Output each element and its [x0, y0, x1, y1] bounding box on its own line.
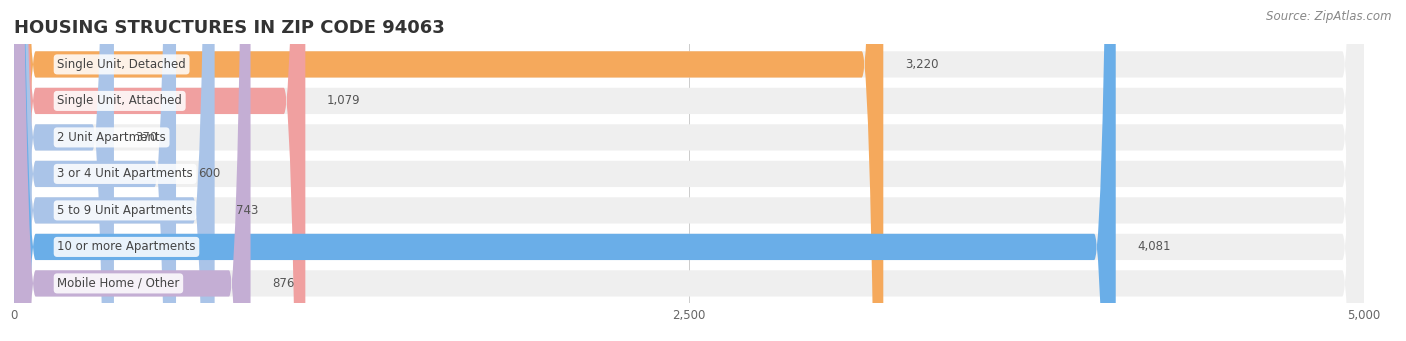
FancyBboxPatch shape [14, 0, 114, 341]
Text: 10 or more Apartments: 10 or more Apartments [58, 240, 195, 253]
Text: HOUSING STRUCTURES IN ZIP CODE 94063: HOUSING STRUCTURES IN ZIP CODE 94063 [14, 19, 444, 37]
Text: 4,081: 4,081 [1137, 240, 1171, 253]
Text: 600: 600 [198, 167, 219, 180]
FancyBboxPatch shape [14, 0, 1364, 341]
Text: 3 or 4 Unit Apartments: 3 or 4 Unit Apartments [58, 167, 193, 180]
FancyBboxPatch shape [14, 0, 883, 341]
Text: Single Unit, Attached: Single Unit, Attached [58, 94, 183, 107]
FancyBboxPatch shape [14, 0, 1364, 341]
Text: 743: 743 [236, 204, 259, 217]
Text: 1,079: 1,079 [328, 94, 360, 107]
Text: 5 to 9 Unit Apartments: 5 to 9 Unit Apartments [58, 204, 193, 217]
FancyBboxPatch shape [14, 0, 1364, 341]
Text: 876: 876 [273, 277, 294, 290]
FancyBboxPatch shape [14, 0, 1364, 341]
Text: 370: 370 [135, 131, 157, 144]
Text: 3,220: 3,220 [905, 58, 938, 71]
Text: 2 Unit Apartments: 2 Unit Apartments [58, 131, 166, 144]
FancyBboxPatch shape [14, 0, 1116, 341]
FancyBboxPatch shape [14, 0, 250, 341]
FancyBboxPatch shape [14, 0, 305, 341]
FancyBboxPatch shape [14, 0, 1364, 341]
Text: Single Unit, Detached: Single Unit, Detached [58, 58, 186, 71]
FancyBboxPatch shape [14, 0, 176, 341]
FancyBboxPatch shape [14, 0, 1364, 341]
FancyBboxPatch shape [14, 0, 1364, 341]
FancyBboxPatch shape [14, 0, 215, 341]
Text: Mobile Home / Other: Mobile Home / Other [58, 277, 180, 290]
Text: Source: ZipAtlas.com: Source: ZipAtlas.com [1267, 10, 1392, 23]
